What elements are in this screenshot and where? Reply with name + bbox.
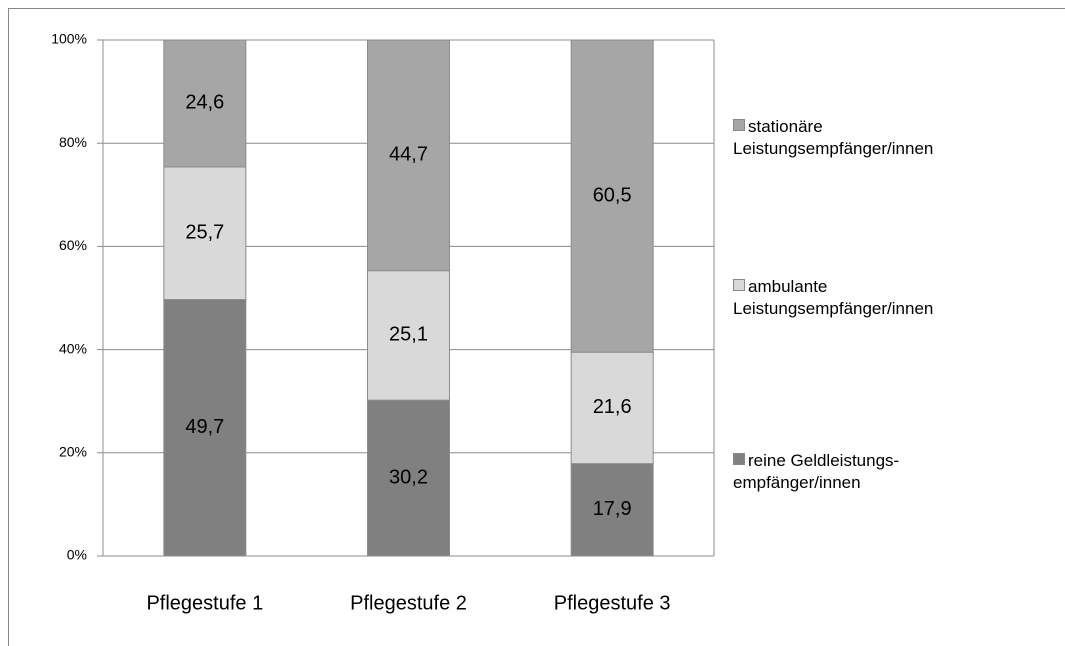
frame xyxy=(8,8,1065,646)
legend-entry: reine Geldleistungs-empfänger/innen xyxy=(733,450,963,494)
legend-label: ambulante Leistungsempfänger/innen xyxy=(733,277,934,318)
legend-label: reine Geldleistungs-empfänger/innen xyxy=(733,451,900,492)
bar-segment xyxy=(163,39,247,168)
y-tick-label: 60% xyxy=(59,237,87,253)
legend-swatch xyxy=(733,119,745,131)
data-label: 24,6 xyxy=(185,92,224,114)
x-tick-label: Pflegestufe 3 xyxy=(554,592,671,614)
x-tick-label: Pflegestufe 1 xyxy=(146,592,263,614)
legend-swatch xyxy=(733,279,745,291)
data-label: 21,6 xyxy=(593,396,632,418)
legend-swatch xyxy=(733,453,745,465)
x-tick-label: Pflegestufe 2 xyxy=(350,592,467,614)
data-label: 25,7 xyxy=(185,222,224,244)
data-label: 60,5 xyxy=(593,184,632,206)
y-tick-label: 80% xyxy=(59,134,87,150)
legend-entry: ambulante Leistungsempfänger/innen xyxy=(733,276,963,320)
y-tick-label: 100% xyxy=(51,31,87,47)
bar-segment xyxy=(367,399,450,557)
bar-segment xyxy=(570,351,654,465)
data-label: 30,2 xyxy=(389,466,428,488)
bar-segment xyxy=(163,299,247,557)
legend-label: stationäre Leistungsempfänger/innen xyxy=(733,117,934,158)
data-label: 17,9 xyxy=(593,498,632,520)
y-tick-label: 0% xyxy=(67,547,87,563)
y-tick-label: 20% xyxy=(59,444,87,460)
data-label: 25,1 xyxy=(389,324,428,346)
bar-segment xyxy=(367,39,450,272)
bar-segment xyxy=(570,39,654,353)
data-label: 44,7 xyxy=(389,144,428,166)
bar-segment xyxy=(367,270,450,401)
legend-entry: stationäre Leistungsempfänger/innen xyxy=(733,116,963,160)
bar-segment xyxy=(570,463,654,557)
data-label: 49,7 xyxy=(185,416,224,438)
y-tick-label: 40% xyxy=(59,340,87,356)
bar-segment xyxy=(163,166,247,301)
